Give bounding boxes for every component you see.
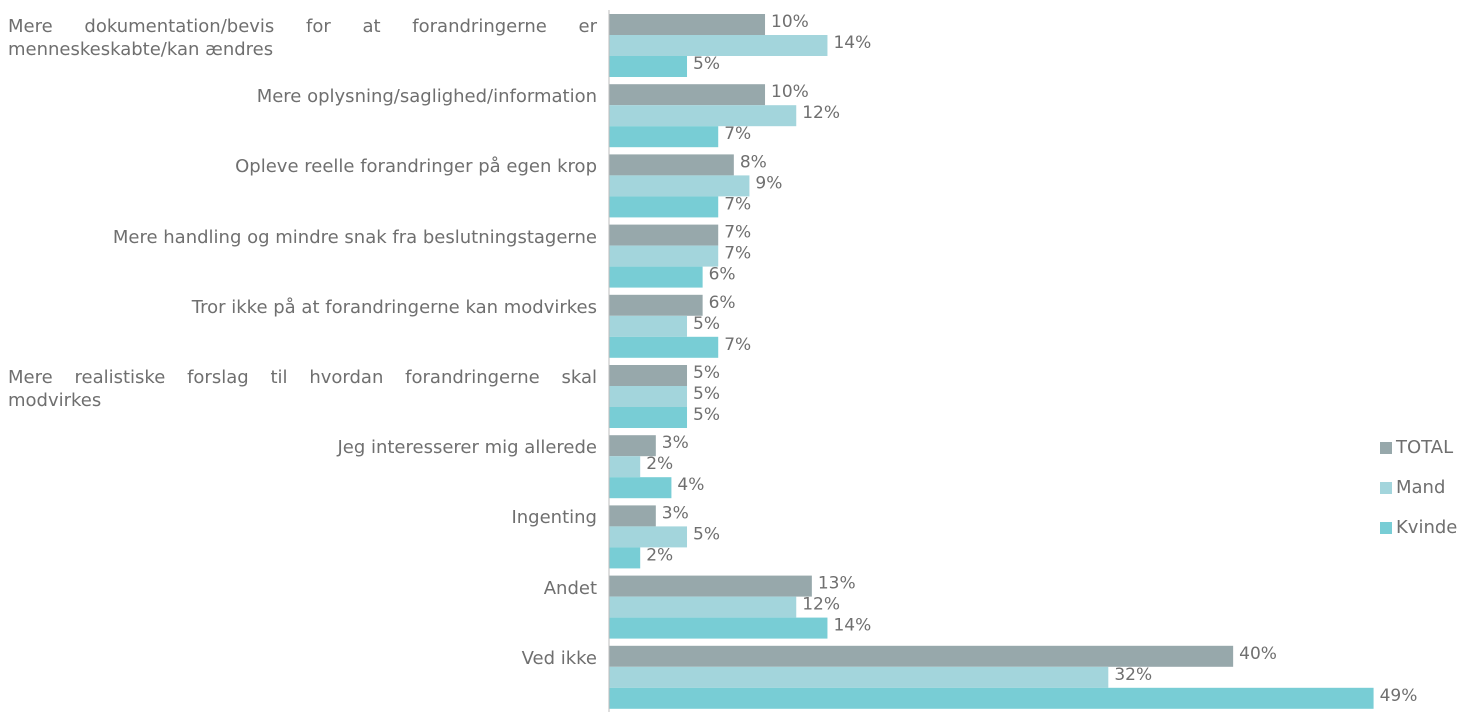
value-label: 5%: [693, 384, 720, 404]
bar: [609, 617, 828, 639]
value-label: 7%: [724, 335, 751, 355]
value-label: 10%: [771, 82, 809, 102]
bar: [609, 645, 1234, 667]
value-label: 40%: [1239, 644, 1277, 664]
value-label: 12%: [802, 103, 840, 123]
legend-label: TOTAL: [1395, 437, 1453, 458]
bar: [609, 336, 719, 358]
bar: [609, 154, 734, 176]
value-label: 14%: [833, 616, 871, 636]
value-label: 5%: [693, 363, 720, 383]
legend-label: Kvinde: [1396, 517, 1457, 538]
category-label: Mere oplysning/saglighed/information: [256, 86, 597, 108]
bar: [609, 526, 688, 548]
category-label: Mere dokumentation/bevis for at forandri…: [8, 16, 597, 60]
value-label: 7%: [724, 244, 751, 264]
category-label: Andet: [543, 577, 597, 599]
bar: [609, 666, 1109, 688]
bar: [609, 126, 719, 148]
value-label: 5%: [693, 54, 720, 74]
value-label: 3%: [662, 433, 689, 453]
bar: [609, 14, 766, 35]
bar: [609, 315, 688, 337]
value-label: 7%: [724, 223, 751, 243]
value-label: 49%: [1380, 686, 1418, 706]
bar: [609, 56, 688, 77]
bar: [609, 575, 812, 597]
bar: [609, 687, 1374, 709]
legend-swatch: [1380, 482, 1392, 494]
value-label: 6%: [709, 293, 736, 313]
bar: [609, 35, 828, 56]
value-label: 12%: [802, 595, 840, 615]
value-label: 5%: [693, 524, 720, 544]
legend-swatch: [1380, 522, 1392, 534]
value-label: 6%: [709, 265, 736, 285]
value-label: 32%: [1114, 665, 1152, 685]
bar: [609, 105, 797, 127]
bar: [609, 294, 703, 316]
category-label: Jeg interesserer mig allerede: [337, 437, 597, 459]
bar: [609, 547, 641, 569]
value-label: 10%: [771, 12, 809, 32]
category-label: Tror ikke på at forandringerne kan modvi…: [191, 296, 597, 318]
category-label: Opleve reelle forandringer på egen krop: [235, 156, 597, 178]
bar: [609, 477, 672, 499]
value-label: 7%: [724, 124, 751, 144]
value-label: 2%: [646, 545, 673, 565]
category-label: Mere realistiske forslag til hvordan for…: [8, 367, 597, 411]
bar: [609, 435, 656, 457]
bar: [609, 596, 797, 618]
bar: [609, 456, 641, 478]
bar: [609, 505, 656, 527]
value-label: 8%: [740, 152, 767, 172]
legend-swatch: [1380, 442, 1392, 454]
value-label: 3%: [662, 503, 689, 523]
category-label: Ved ikke: [521, 647, 597, 669]
category-label: Ingenting: [511, 507, 597, 529]
category-label: Mere handling og mindre snak fra beslutn…: [112, 226, 597, 248]
value-label: 14%: [833, 33, 871, 53]
bar: [609, 175, 750, 197]
legend-label: Mand: [1396, 477, 1445, 498]
value-label: 9%: [755, 173, 782, 193]
bar: [609, 84, 766, 106]
bar: [609, 224, 719, 246]
bar: [609, 407, 688, 428]
value-label: 2%: [646, 454, 673, 474]
bar: [609, 365, 688, 386]
value-label: 4%: [677, 475, 704, 495]
value-label: 13%: [818, 574, 856, 594]
bar: [609, 196, 719, 218]
value-label: 5%: [693, 314, 720, 334]
bar: [609, 245, 719, 267]
bar: [609, 266, 703, 288]
bar: [609, 386, 688, 407]
value-label: 7%: [724, 194, 751, 214]
value-label: 5%: [693, 405, 720, 425]
